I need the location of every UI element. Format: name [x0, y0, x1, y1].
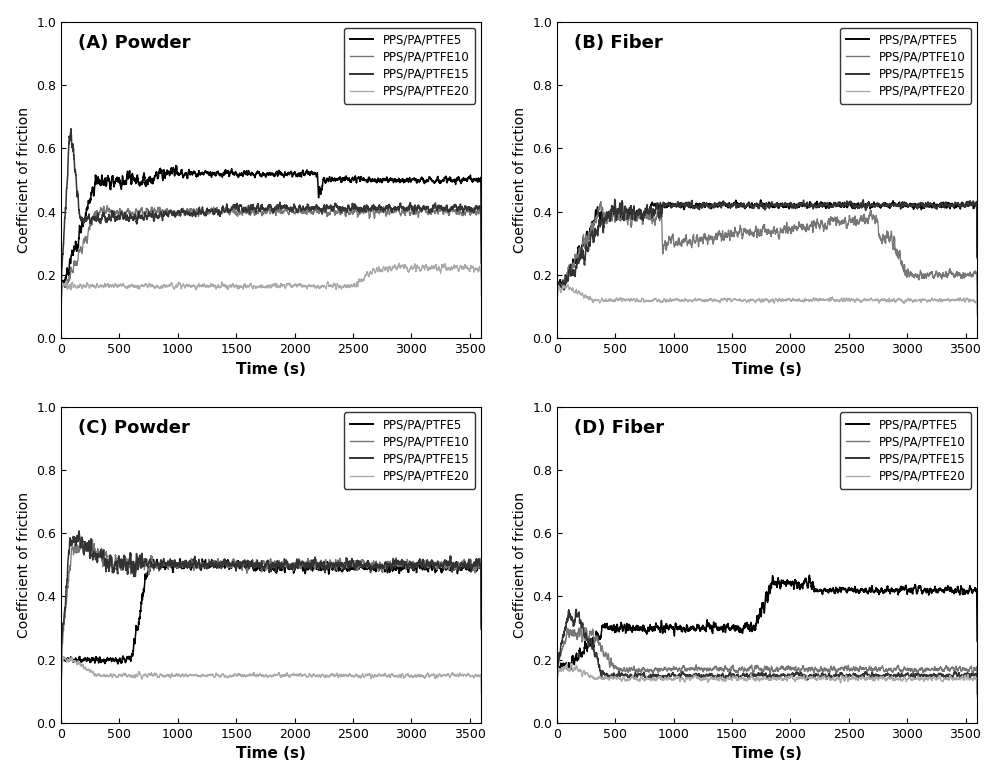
X-axis label: Time (s): Time (s)	[236, 746, 306, 762]
X-axis label: Time (s): Time (s)	[732, 746, 802, 762]
Legend: PPS/PA/PTFE5, PPS/PA/PTFE10, PPS/PA/PTFE15, PPS/PA/PTFE20: PPS/PA/PTFE5, PPS/PA/PTFE10, PPS/PA/PTFE…	[840, 27, 971, 103]
Legend: PPS/PA/PTFE5, PPS/PA/PTFE10, PPS/PA/PTFE15, PPS/PA/PTFE20: PPS/PA/PTFE5, PPS/PA/PTFE10, PPS/PA/PTFE…	[344, 412, 475, 489]
X-axis label: Time (s): Time (s)	[236, 362, 306, 377]
Legend: PPS/PA/PTFE5, PPS/PA/PTFE10, PPS/PA/PTFE15, PPS/PA/PTFE20: PPS/PA/PTFE5, PPS/PA/PTFE10, PPS/PA/PTFE…	[840, 412, 971, 489]
X-axis label: Time (s): Time (s)	[732, 362, 802, 377]
Y-axis label: Coefficient of friction: Coefficient of friction	[17, 492, 31, 638]
Y-axis label: Coefficient of friction: Coefficient of friction	[512, 107, 526, 253]
Y-axis label: Coefficient of friction: Coefficient of friction	[17, 107, 31, 253]
Text: (D) Fiber: (D) Fiber	[574, 419, 664, 437]
Y-axis label: Coefficient of friction: Coefficient of friction	[512, 492, 526, 638]
Legend: PPS/PA/PTFE5, PPS/PA/PTFE10, PPS/PA/PTFE15, PPS/PA/PTFE20: PPS/PA/PTFE5, PPS/PA/PTFE10, PPS/PA/PTFE…	[344, 27, 475, 103]
Text: (C) Powder: (C) Powder	[78, 419, 190, 437]
Text: (B) Fiber: (B) Fiber	[574, 34, 662, 52]
Text: (A) Powder: (A) Powder	[78, 34, 190, 52]
